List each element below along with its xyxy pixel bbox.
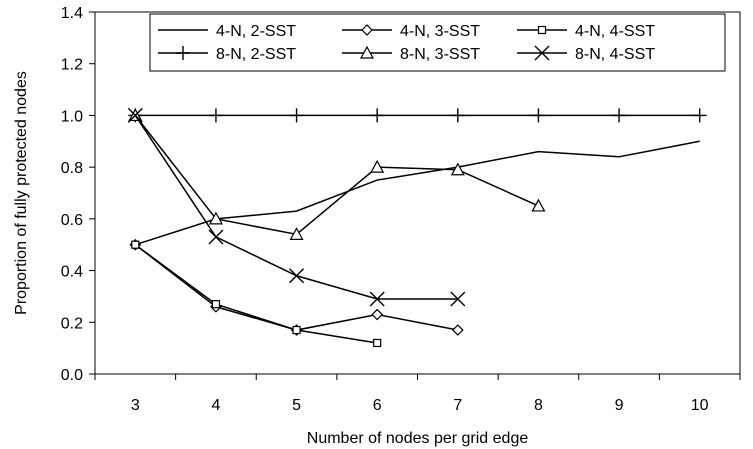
data-point-8-n-3-sst [531,198,546,212]
data-point-8-n-2-sst [289,108,304,123]
series-line-8-n-4-sst [134,115,458,300]
data-point-8-n-2-sst [692,108,707,123]
legend-item-8-n-3-sst: 8-N, 3-SST [342,45,480,63]
x-tick-label: 8 [534,397,543,414]
x-tick-label: 10 [691,397,709,414]
data-point-8-n-4-sst [289,268,305,284]
axes: 0.0 0.2 0.4 0.6 0.8 1.0 1.2 1.4 3 4 5 6 7 8 9 10 [61,5,741,414]
legend-box [149,13,726,72]
series-4-n-2-sst [135,140,700,246]
x-axis-title: Number of nodes per grid edge [307,430,529,447]
x-tick-label: 3 [131,397,140,414]
series-line-8-n-3-sst [134,114,539,236]
series-8-n-2-sst [128,108,707,123]
legend-label: 8-N, 3-SST [400,46,480,63]
legend-item-8-n-4-sst: 8-N, 4-SST [517,45,655,63]
data-point-8-n-3-sst [450,162,465,176]
legend-marker [176,46,190,60]
legend-item-4-n-2-sst: 4-N, 2-SST [158,23,296,40]
y-tick-label: 0.0 [61,367,83,384]
x-tick-label: 5 [292,397,301,414]
data-point-8-n-4-sst [208,229,224,245]
series-layer [127,107,707,348]
legend-label: 4-N, 4-SST [575,23,655,40]
legend-item-4-n-4-sst: 4-N, 4-SST [517,23,655,40]
series-4-n-3-sst [129,238,464,336]
legend-marker [361,24,373,36]
data-point-8-n-3-sst [289,227,304,240]
series-line-4-n-3-sst [134,244,458,331]
x-tick-label: 6 [373,397,382,414]
legend-item-8-n-2-sst: 8-N, 2-SST [158,46,296,63]
data-point-8-n-3-sst [370,159,385,173]
y-tick-label: 0.8 [61,160,83,177]
legend: 4-N, 2-SST 4-N, 3-SST 4-N, 4-SST 8-N, 2-SST… [149,13,726,72]
data-point-8-n-2-sst [612,108,627,123]
y-tick-label: 1.0 [61,108,83,125]
legend-label: 4-N, 3-SST [400,23,480,40]
y-tick-label: 0.4 [61,264,83,281]
legend-label: 4-N, 2-SST [216,23,296,40]
data-point-4-n-3-sst [371,308,384,321]
x-tick-label: 7 [453,397,462,414]
y-tick-label: 1.2 [61,57,83,74]
data-point-8-n-4-sst [369,291,385,307]
y-tick-label: 1.4 [61,5,83,22]
legend-label: 8-N, 4-SST [575,46,655,63]
y-axis-title: Proportion of fully protected nodes [13,71,30,315]
data-point-8-n-4-sst [127,107,143,123]
series-line-4-n-4-sst [134,244,378,344]
y-tick-label: 0.6 [61,212,83,229]
legend-marker [359,45,375,59]
x-tick-label: 9 [615,397,624,414]
legend-marker [534,45,550,61]
data-point-8-n-3-sst [208,211,223,225]
legend-item-4-n-3-sst: 4-N, 3-SST [342,23,480,40]
data-point-4-n-4-sst [292,325,301,335]
series-8-n-3-sst [128,108,546,240]
data-point-8-n-2-sst [450,108,465,123]
series-4-n-4-sst [131,240,382,348]
data-point-4-n-4-sst [131,240,140,249]
x-tick-label: 4 [211,397,220,414]
series-line-4-n-2-sst [135,140,700,246]
data-point-8-n-4-sst [450,291,466,307]
series-8-n-4-sst [127,107,466,307]
data-point-4-n-4-sst [211,300,221,309]
data-point-8-n-2-sst [370,108,385,123]
legend-marker [537,25,547,35]
y-tick-label: 0.2 [61,315,83,332]
data-point-8-n-2-sst [208,108,223,123]
data-point-4-n-3-sst [451,324,464,336]
data-point-8-n-2-sst [531,108,546,123]
data-point-4-n-4-sst [373,338,382,348]
legend-label: 8-N, 2-SST [216,46,296,63]
